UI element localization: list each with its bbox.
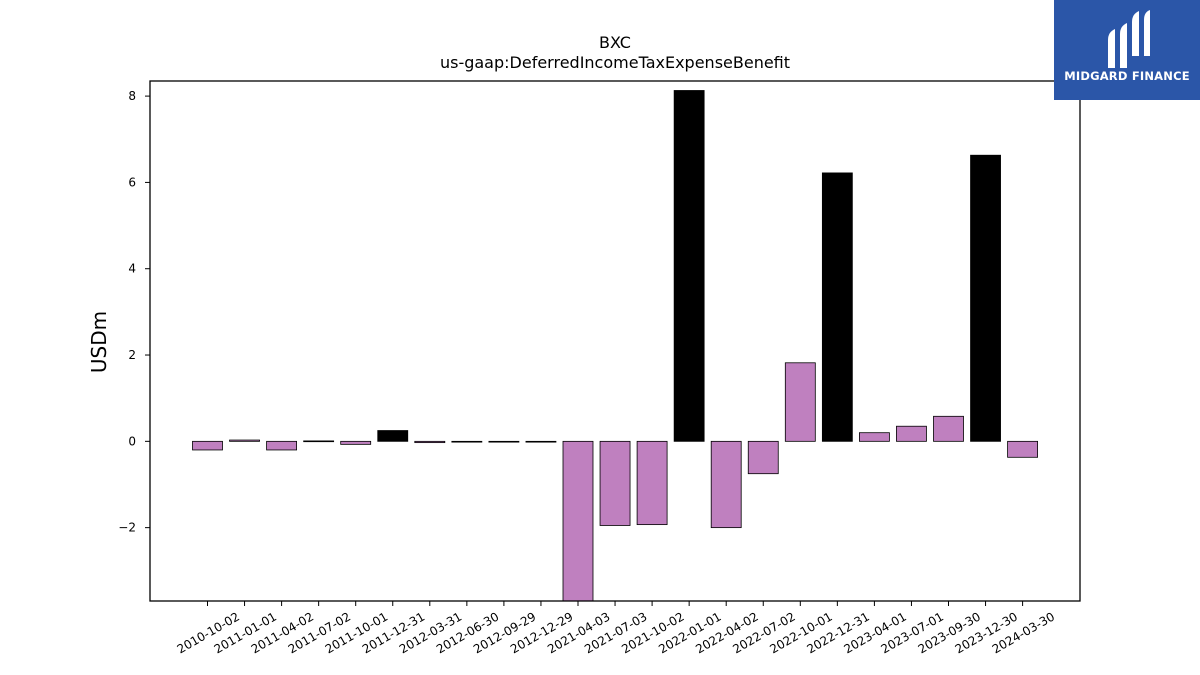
logo-text: MIDGARD FINANCE	[1064, 69, 1190, 83]
bar-2022-01-01	[673, 90, 705, 442]
bar-2021-07-03	[599, 440, 631, 526]
bar-2022-07-02	[747, 440, 779, 475]
bars-group	[192, 90, 1038, 602]
bar-2022-04-02	[710, 440, 742, 529]
bar-2022-12-31	[821, 172, 853, 442]
bar-2011-10-01	[340, 440, 372, 445]
bar-2023-07-01	[896, 425, 927, 442]
chart-subtitle: us-gaap:DeferredIncomeTaxExpenseBenefit	[440, 53, 790, 72]
bar-2023-12-30	[970, 154, 1001, 442]
y-axis-ticks: −2 0 2 4 6 8	[118, 89, 150, 535]
bar-2010-10-02	[192, 440, 223, 451]
bar-2022-10-01	[784, 362, 816, 442]
bar-2024-03-30	[1007, 440, 1038, 458]
bar-2011-07-02	[303, 440, 335, 443]
y-tick-label: 8	[128, 89, 136, 103]
y-tick-label: −2	[118, 521, 136, 535]
bar-2021-10-02	[636, 440, 668, 526]
bar-2011-01-01	[229, 439, 260, 442]
bar-2011-12-31	[377, 430, 409, 442]
bar-2012-03-31	[414, 440, 446, 444]
midgard-logo-mark-icon	[1108, 10, 1150, 68]
y-axis-label: USDm	[87, 311, 111, 373]
y-tick-label: 4	[128, 262, 136, 276]
plot-frame	[149, 80, 1081, 602]
bar-2023-09-30	[933, 415, 964, 442]
x-axis-ticks: 2010-10-022011-01-012011-04-022011-07-02…	[175, 601, 1057, 656]
chart-title: BXC	[599, 33, 631, 52]
y-tick-label: 6	[128, 175, 136, 189]
midgard-finance-logo: MIDGARD FINANCE	[1054, 0, 1200, 100]
bar-2021-04-03	[562, 440, 594, 602]
bar-2012-09-29	[488, 440, 520, 443]
bar-2012-12-29	[525, 440, 557, 443]
bar-2012-06-30	[451, 440, 483, 443]
y-tick-label: 0	[128, 434, 136, 448]
y-tick-label: 2	[128, 348, 136, 362]
bar-2023-04-01	[859, 432, 890, 442]
bar-2011-04-02	[266, 440, 298, 451]
